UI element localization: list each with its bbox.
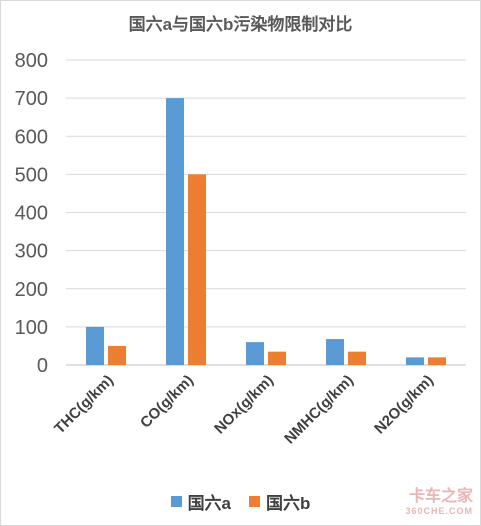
bar-series-1 — [406, 357, 424, 365]
legend-item-series-2: 国六b — [249, 489, 310, 514]
bar-chart: 0 100 200 300 400 500 600 700 800 THC(g/km) CO(g/… — [15, 50, 466, 448]
y-axis-ticks: 0 100 200 300 400 500 600 700 800 — [15, 50, 48, 377]
bar-series-2 — [268, 351, 286, 365]
bars — [86, 98, 446, 365]
legend: 国六a 国六b — [0, 489, 481, 514]
bar-series-2 — [108, 345, 126, 365]
legend-item-series-1: 国六a — [170, 489, 232, 514]
y-tick-label: 200 — [15, 279, 48, 301]
watermark-subtext: 360CHE.COM — [405, 506, 473, 516]
y-tick-label: 800 — [15, 50, 48, 72]
bar-series-1 — [326, 339, 344, 365]
y-tick-label: 300 — [15, 241, 48, 263]
bar-series-1 — [86, 326, 104, 365]
legend-label: 国六b — [266, 494, 311, 513]
bar-series-2 — [188, 174, 206, 365]
chart-title: 国六a与国六b污染物限制对比 — [128, 15, 353, 34]
watermark-logo: 卡车之家 360CHE.COM — [405, 482, 473, 516]
y-tick-label: 0 — [37, 355, 48, 377]
x-tick-label: CO(g/km) — [137, 372, 197, 432]
x-axis-ticks: THC(g/km) CO(g/km) NOx(g/km) NMHC(g/km) N2O(… — [51, 372, 437, 448]
legend-swatch — [170, 496, 182, 507]
y-tick-label: 700 — [15, 88, 48, 110]
x-tick-label: N2O(g/km) — [371, 372, 437, 438]
legend-label: 国六a — [187, 494, 232, 513]
y-tick-label: 100 — [15, 317, 48, 339]
legend-swatch — [249, 496, 261, 507]
x-tick-label: NOx(g/km) — [211, 372, 277, 438]
gridlines — [66, 59, 466, 366]
watermark-text: 卡车之家 — [408, 488, 473, 505]
x-tick-label: THC(g/km) — [51, 372, 117, 438]
y-tick-label: 400 — [15, 203, 48, 225]
x-tick-label: NMHC(g/km) — [281, 372, 357, 448]
bar-series-2 — [428, 357, 446, 365]
bar-series-1 — [246, 342, 264, 365]
bar-series-2 — [348, 351, 366, 365]
bar-series-1 — [166, 98, 184, 365]
y-tick-label: 600 — [15, 126, 48, 148]
y-tick-label: 500 — [15, 164, 48, 186]
